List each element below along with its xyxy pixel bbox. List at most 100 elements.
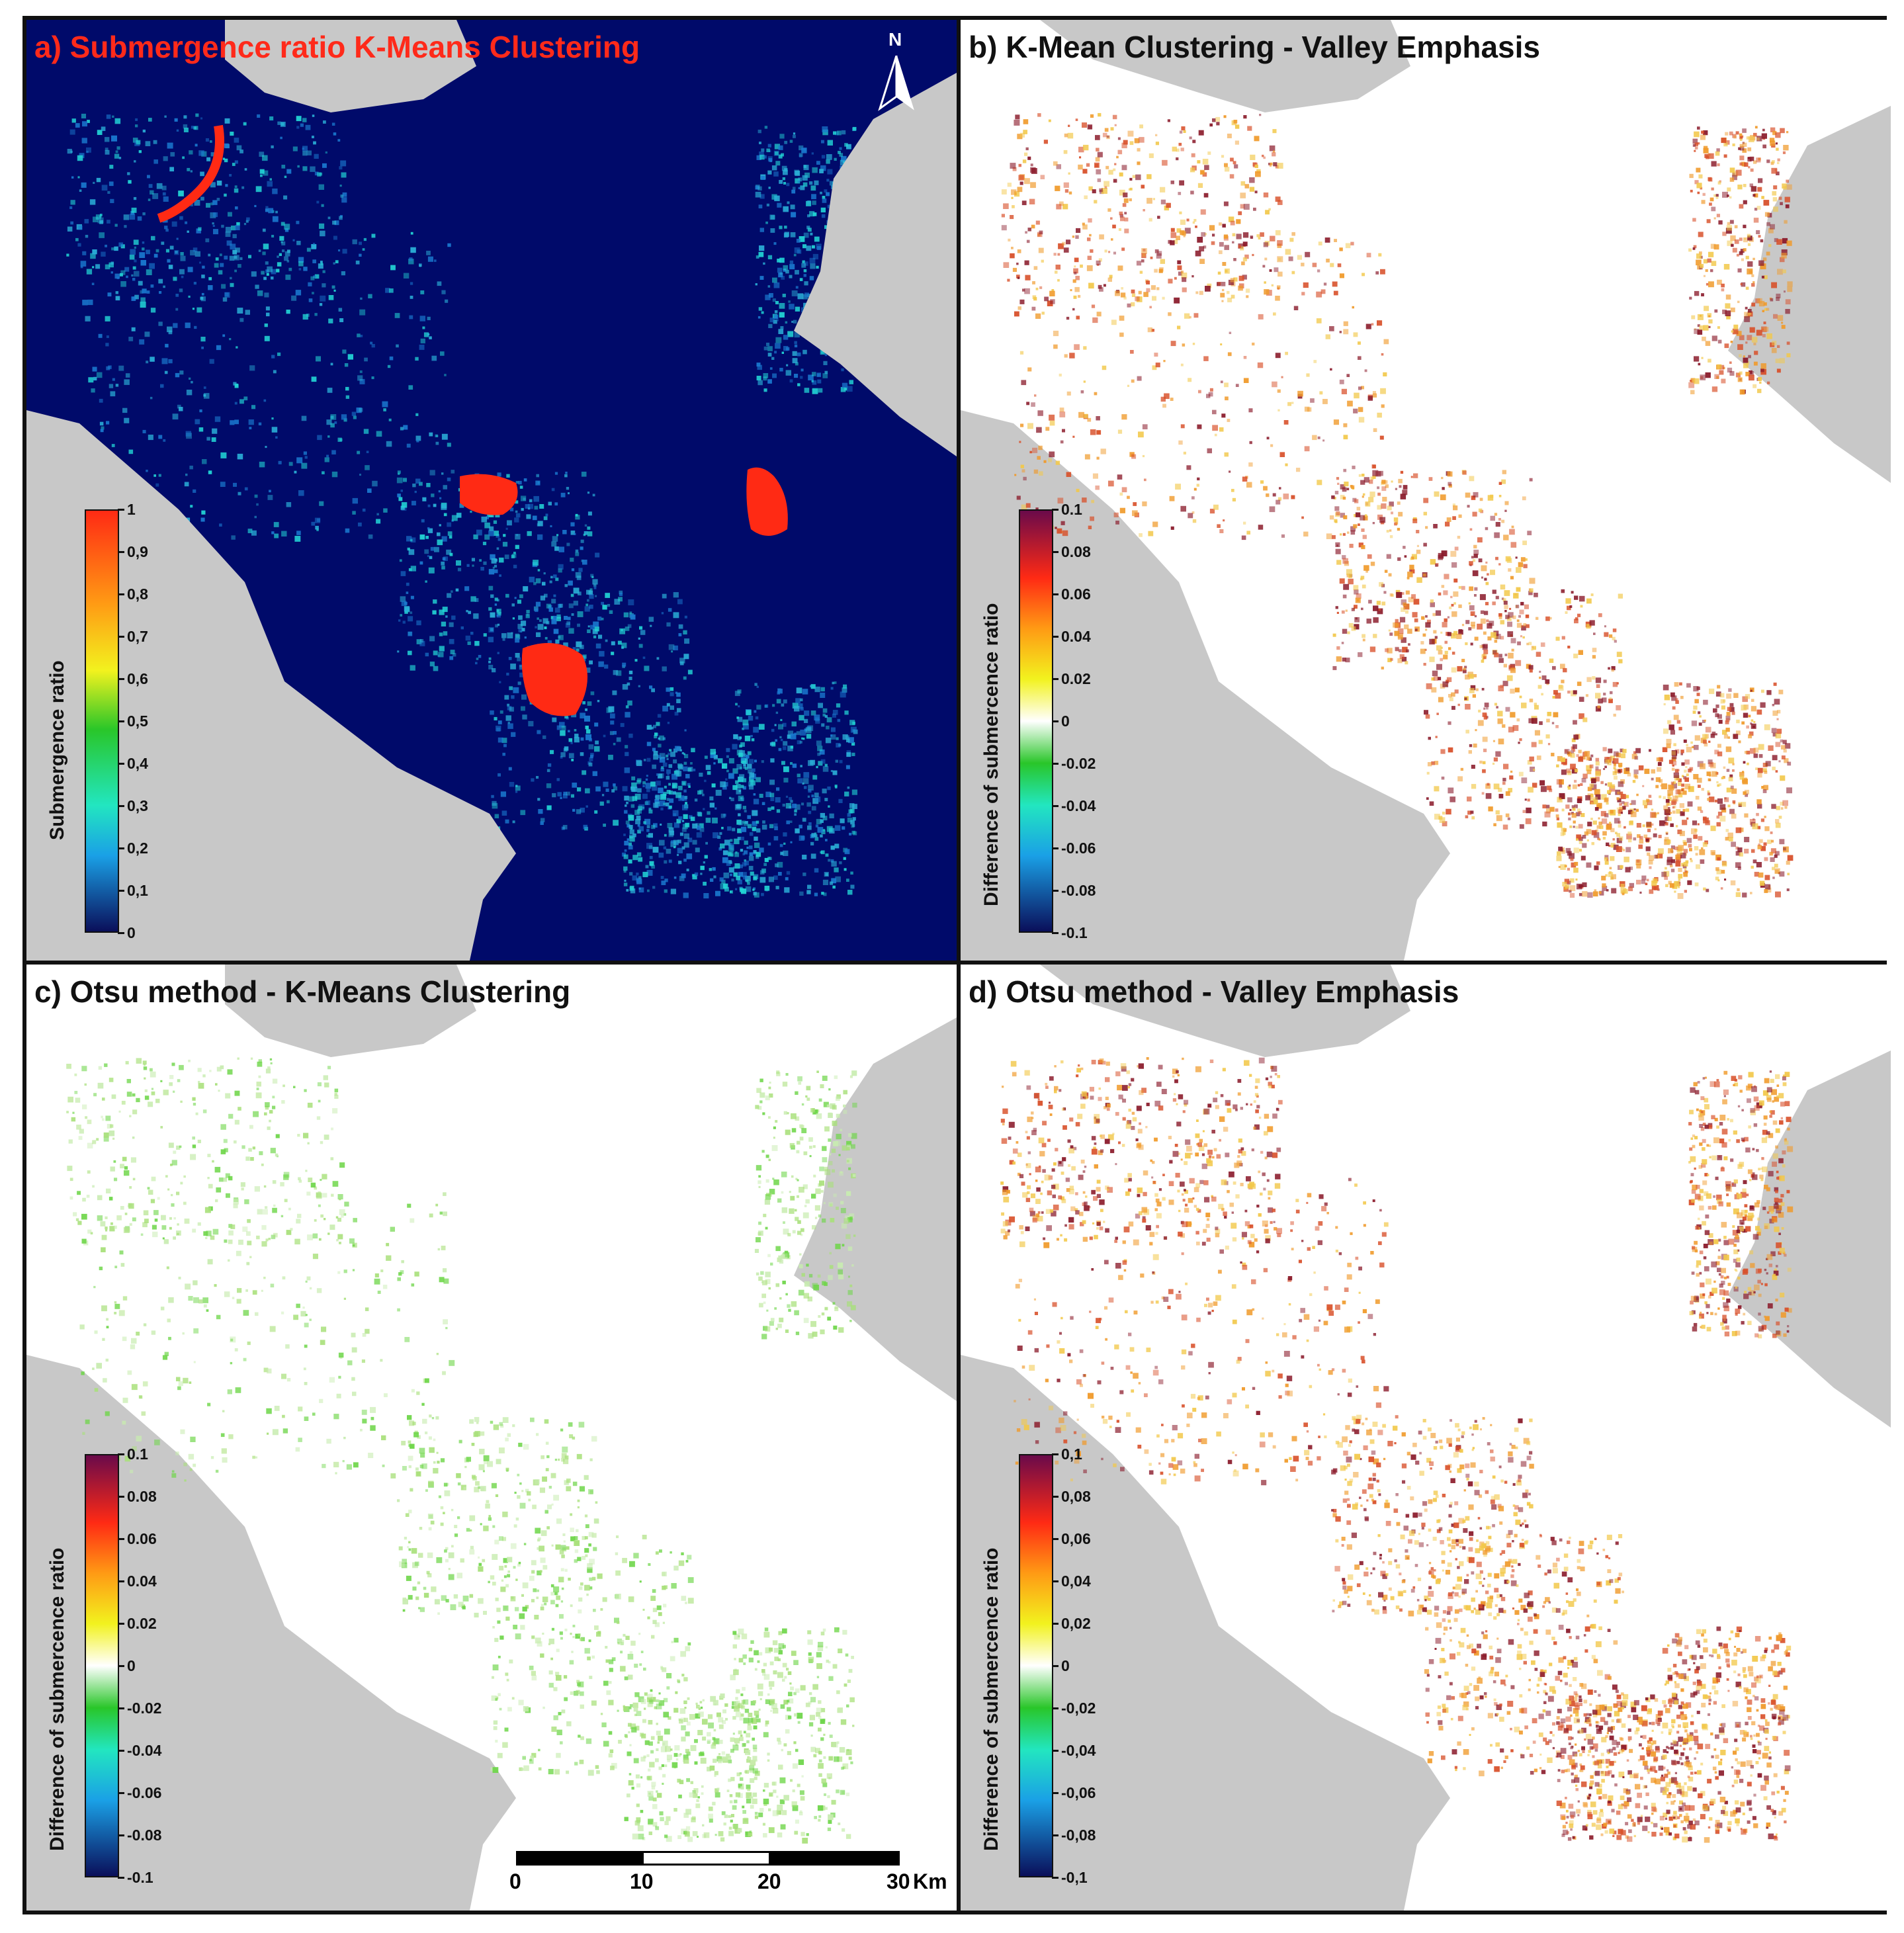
legend-b-colorbar	[1019, 509, 1053, 933]
legend-tick-label: 0,8	[127, 585, 148, 603]
legend-tick-label: 0,1	[1061, 1445, 1082, 1463]
panel-b-map-graphic	[961, 20, 1891, 961]
legend-tick-mark	[1052, 509, 1059, 511]
legend-tick-mark	[1052, 932, 1059, 934]
scale-label: 20	[757, 1869, 781, 1893]
legend-tick-label: -0,06	[1061, 1784, 1096, 1801]
scale-label: 10	[630, 1869, 654, 1893]
land-mask-north	[1040, 20, 1410, 112]
scale-bar: 0 10 20 30 Km	[490, 1851, 953, 1904]
legend-tick-label: -0.08	[1061, 882, 1096, 899]
legend-tick-mark	[1052, 1453, 1059, 1455]
legend-tick-mark	[1052, 763, 1059, 765]
legend-tick-mark	[118, 1580, 124, 1582]
legend-c: Difference of submercence ratio 0.1 0.08 0…	[40, 1445, 185, 1891]
legend-tick-mark	[1052, 1580, 1059, 1582]
legend-tick-label: 0.06	[127, 1530, 157, 1547]
panel-c-map-graphic	[26, 965, 957, 1911]
legend-tick-mark	[1052, 720, 1059, 722]
legend-tick-mark	[1052, 1877, 1059, 1879]
legend-tick-mark	[118, 1623, 124, 1625]
land-mask-southwest	[961, 1355, 1450, 1911]
scale-bar-segment	[642, 1851, 771, 1866]
legend-tick-label: 1	[127, 501, 136, 518]
land-mask-southwest	[961, 410, 1450, 961]
legend-tick-mark	[118, 1834, 124, 1836]
legend-d-title: Difference of submercence ratio	[980, 1547, 1002, 1851]
panel-b-speckle-layer	[1001, 112, 1794, 899]
scale-label: 30	[887, 1869, 910, 1893]
land-mask-north	[1040, 965, 1410, 1057]
legend-tick-label: 0	[1061, 1657, 1070, 1674]
figure-frame: a) Submergence ratio K-Means Clustering …	[22, 16, 1891, 1914]
legend-d-colorbar	[1019, 1454, 1053, 1877]
legend-tick-mark	[118, 1453, 124, 1455]
legend-tick-mark	[1052, 1538, 1059, 1540]
legend-tick-label: -0.06	[1061, 839, 1096, 857]
legend-tick-mark	[1052, 847, 1059, 849]
legend-tick-label: -0.02	[127, 1699, 162, 1717]
land-mask-southwest	[26, 410, 516, 961]
land-mask-north	[225, 20, 476, 112]
legend-tick-mark	[118, 1665, 124, 1667]
legend-a-colorbar	[85, 509, 119, 933]
legend-tick-mark	[118, 509, 124, 511]
legend-tick-mark	[118, 593, 124, 595]
legend-tick-label: 0.02	[127, 1615, 157, 1632]
panel-d-title: d) Otsu method - Valley Emphasis	[969, 974, 1459, 1009]
legend-tick-label: -0.02	[1061, 755, 1096, 772]
legend-tick-mark	[1052, 890, 1059, 892]
panel-c-speckle-layer	[66, 1057, 857, 1844]
legend-tick-mark	[118, 932, 124, 934]
legend-tick-label: 0	[1061, 712, 1070, 730]
panel-a-title: a) Submergence ratio K-Means Clustering	[34, 30, 640, 64]
legend-tick-label: 0.02	[1061, 670, 1091, 687]
legend-tick-mark	[1052, 1496, 1059, 1498]
panel-c-difference-map: c) Otsu method - K-Means Clustering Diff…	[26, 965, 957, 1911]
legend-tick-label: 0,1	[127, 882, 148, 899]
legend-tick-mark	[1052, 1792, 1059, 1794]
flood-patch-2	[746, 467, 788, 536]
legend-tick-mark	[1052, 678, 1059, 680]
panel-c-title: c) Otsu method - K-Means Clustering	[34, 974, 571, 1009]
panel-b-title: b) K-Mean Clustering - Valley Emphasis	[969, 30, 1540, 64]
legend-tick-label: 0,3	[127, 797, 148, 814]
north-arrow-icon	[878, 56, 914, 111]
flood-patch-3	[521, 643, 587, 716]
legend-tick-label: -0,08	[1061, 1826, 1096, 1844]
legend-tick-mark	[1052, 1834, 1059, 1836]
north-arrow-label: N	[888, 29, 902, 50]
legend-tick-mark	[118, 636, 124, 638]
scale-unit: Km	[913, 1869, 947, 1893]
legend-tick-mark	[118, 551, 124, 553]
legend-tick-label: 0,02	[1061, 1615, 1091, 1632]
legend-tick-label: 0.06	[1061, 585, 1091, 603]
legend-c-title: Difference of submercence ratio	[46, 1547, 68, 1851]
legend-tick-mark	[118, 1792, 124, 1794]
land-mask-east	[794, 1017, 957, 1401]
scale-bar-segment	[771, 1851, 900, 1866]
legend-d: Difference of submercence ratio 0,1 0,08 0…	[974, 1445, 1119, 1891]
legend-tick-mark	[1052, 1665, 1059, 1667]
legend-tick-label: 0,7	[127, 628, 148, 645]
legend-tick-label: 0.08	[1061, 543, 1091, 560]
legend-tick-mark	[1052, 636, 1059, 638]
legend-tick-mark	[118, 1877, 124, 1879]
scale-bar-segment	[516, 1851, 642, 1866]
legend-b: Difference of submercence ratio 0.1 0.08 0…	[974, 501, 1119, 946]
panel-d-speckle-layer	[1000, 1057, 1794, 1843]
legend-tick-mark	[118, 847, 124, 849]
panel-divider-vertical	[957, 20, 961, 1911]
legend-tick-label: 0,2	[127, 839, 148, 857]
legend-b-title: Difference of submercence ratio	[980, 603, 1002, 906]
legend-tick-label: 0.1	[1061, 501, 1082, 518]
legend-tick-label: 0,5	[127, 712, 148, 730]
legend-tick-label: 0,6	[127, 670, 148, 687]
legend-tick-mark	[1052, 1623, 1059, 1625]
legend-tick-mark	[1052, 551, 1059, 553]
legend-tick-label: -0.04	[1061, 797, 1096, 814]
legend-tick-label: -0.04	[127, 1742, 162, 1759]
legend-tick-label: 0,4	[127, 755, 148, 772]
legend-tick-mark	[118, 1538, 124, 1540]
legend-tick-label: 0,9	[127, 543, 148, 560]
